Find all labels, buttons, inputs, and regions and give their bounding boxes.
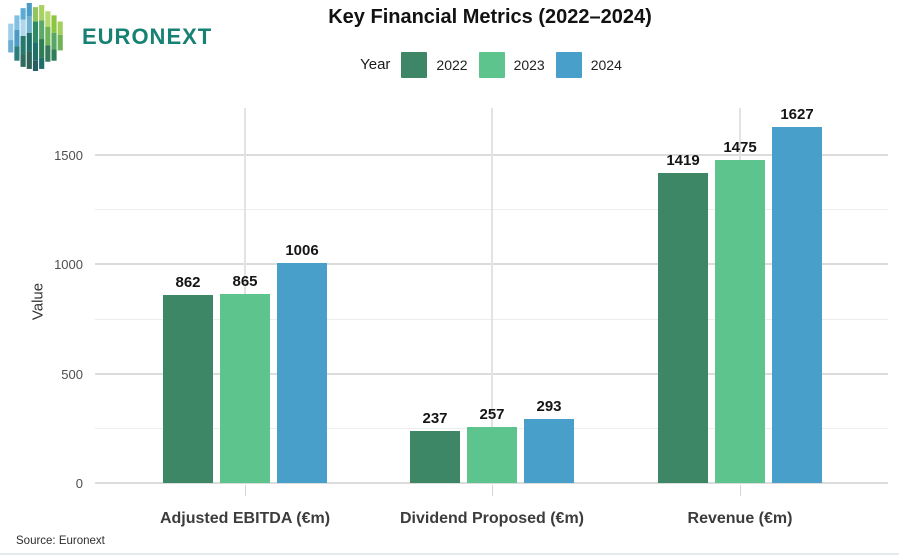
bar-2024-1 — [277, 263, 327, 483]
chart-title: Key Financial Metrics (2022–2024) — [328, 6, 652, 28]
bar-value-label: 1006 — [285, 242, 319, 260]
bar-2023-2 — [467, 426, 517, 483]
x-category-label: Dividend Proposed (€m) — [399, 510, 585, 527]
x-category-label: Revenue (€m) — [687, 510, 793, 527]
x-category-label: Adjusted EBITDA (€m) — [159, 510, 331, 527]
legend-item-2024: 2024 — [555, 51, 622, 78]
legend-label-2023: 2023 — [513, 56, 545, 73]
y-tick-label: 1000 — [54, 257, 83, 273]
bottom-edge-divider — [0, 553, 899, 555]
x-tick-mark — [245, 485, 246, 496]
bar-2022-2 — [410, 431, 460, 483]
y-tick-label: 0 — [75, 476, 83, 491]
bar-2024-2 — [524, 418, 574, 483]
bar-value-label: 1475 — [723, 139, 757, 157]
euronext-mosaic-icon — [8, 3, 63, 71]
legend: Year 2022 2023 2024 — [291, 51, 691, 78]
bar-value-label: 865 — [232, 272, 258, 290]
legend-swatch-2024 — [555, 51, 582, 78]
bar-2023-3 — [715, 160, 765, 483]
x-tick-mark — [492, 485, 493, 496]
y-tick-label: 1500 — [54, 148, 83, 163]
legend-swatch-2023 — [478, 51, 505, 78]
bar-2023-1 — [220, 293, 270, 483]
legend-swatch-2022 — [401, 51, 428, 78]
bar-2024-3 — [772, 127, 822, 483]
legend-label-2024: 2024 — [590, 56, 622, 73]
bar-value-label: 257 — [479, 405, 505, 423]
gridline-major — [95, 482, 888, 484]
bar-value-label: 237 — [422, 410, 448, 428]
legend-title: Year — [360, 56, 391, 73]
bar-value-label: 293 — [536, 397, 562, 415]
gridline-vertical — [491, 108, 493, 483]
bar-value-label: 862 — [175, 273, 201, 291]
y-axis-title: Value — [29, 282, 47, 321]
bar-value-label: 1419 — [666, 151, 700, 169]
legend-item-2022: 2022 — [401, 51, 468, 78]
y-tick-label: 500 — [61, 366, 83, 382]
bar-2022-3 — [658, 172, 708, 483]
legend-item-2023: 2023 — [478, 51, 545, 78]
source-note: Source: Euronext — [16, 535, 105, 547]
legend-label-2022: 2022 — [436, 56, 468, 73]
brand-wordmark: EURONEXT — [82, 24, 213, 49]
x-tick-mark — [740, 485, 741, 496]
euronext-logo: EURONEXT — [8, 3, 211, 76]
bar-2022-1 — [163, 294, 213, 483]
bar-value-label: 1627 — [780, 106, 814, 124]
